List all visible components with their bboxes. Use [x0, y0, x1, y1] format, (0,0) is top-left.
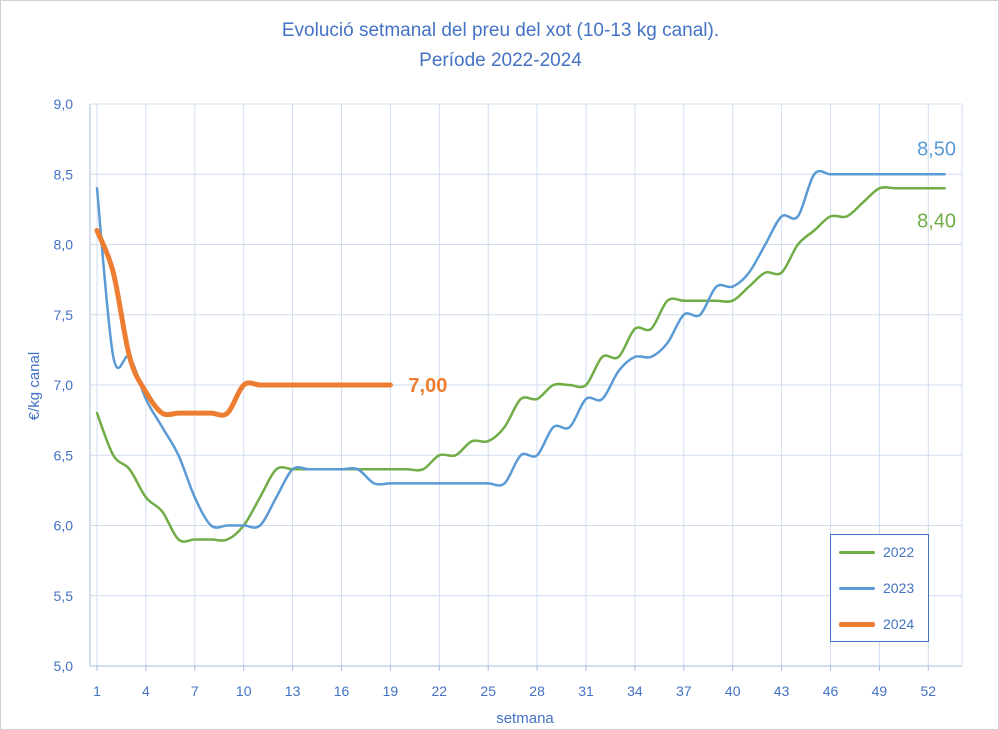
- legend-swatch-2023: [839, 586, 875, 590]
- x-tick-label: 13: [285, 683, 301, 699]
- legend-label-2023: 2023: [883, 580, 915, 596]
- legend-item-2023: 2023: [839, 578, 914, 598]
- end-labels: 8,40 8,50 7,00: [408, 138, 956, 397]
- legend-swatch-2024: [839, 621, 875, 627]
- x-tick-label: 28: [529, 683, 545, 699]
- chart-subtitle: Període 2022-2024: [419, 50, 582, 71]
- gridlines: [90, 103, 963, 666]
- legend-label-2024: 2024: [883, 616, 915, 632]
- axes: 5,0 5,5 6,0 6,5 7,0 7,5 8,0 8,5 9,0 1 4 7 10 13 16 19 22…: [54, 96, 962, 699]
- legend-item-2022: 2022: [839, 542, 914, 562]
- series-line-2023: [95, 169, 946, 529]
- series-lines: [94, 169, 946, 543]
- x-tick-label: 31: [578, 683, 594, 699]
- x-tick-label: 25: [480, 683, 496, 699]
- y-tick-label: 5,5: [54, 588, 74, 604]
- x-tick-label: 19: [383, 683, 399, 699]
- y-tick-label: 8,5: [54, 166, 74, 182]
- y-tick-label: 6,5: [54, 447, 74, 463]
- chart-title: Evolució setmanal del preu del xot (10-1…: [281, 20, 720, 41]
- y-tick-label: 7,0: [54, 377, 74, 393]
- x-tick-label: 34: [627, 683, 643, 699]
- x-tick-label: 49: [872, 683, 888, 699]
- x-axis-label: setmana: [496, 710, 554, 727]
- x-tick-label: 52: [921, 683, 937, 699]
- end-label-2023: 8,50: [917, 138, 956, 160]
- x-tick-label: 37: [676, 683, 692, 699]
- end-label-2024: 7,00: [408, 375, 447, 397]
- end-label-2022: 8,40: [917, 210, 956, 232]
- x-tick-label: 16: [334, 683, 350, 699]
- y-tick-label: 6,0: [54, 518, 74, 534]
- y-tick-label: 5,0: [54, 658, 74, 674]
- legend-swatch-2022: [839, 550, 875, 554]
- x-tick-label: 22: [432, 683, 448, 699]
- x-tick-label: 7: [191, 683, 199, 699]
- x-tick-label: 40: [725, 683, 741, 699]
- legend: 2022 2023 2024: [830, 534, 929, 642]
- x-tick-label: 10: [236, 683, 252, 699]
- y-tick-label: 9,0: [54, 96, 74, 112]
- y-axis-label: €/kg canal: [26, 352, 43, 420]
- legend-label-2022: 2022: [883, 544, 915, 560]
- x-tick-label: 43: [774, 683, 790, 699]
- y-tick-label: 7,5: [54, 307, 74, 323]
- series-line-2024: [94, 228, 393, 418]
- series-line-2022: [95, 186, 946, 543]
- y-tick-label: 8,0: [54, 237, 74, 253]
- x-tick-label: 4: [142, 683, 150, 699]
- legend-item-2024: 2024: [839, 614, 914, 634]
- x-tick-label: 1: [93, 683, 101, 699]
- x-tick-label: 46: [823, 683, 839, 699]
